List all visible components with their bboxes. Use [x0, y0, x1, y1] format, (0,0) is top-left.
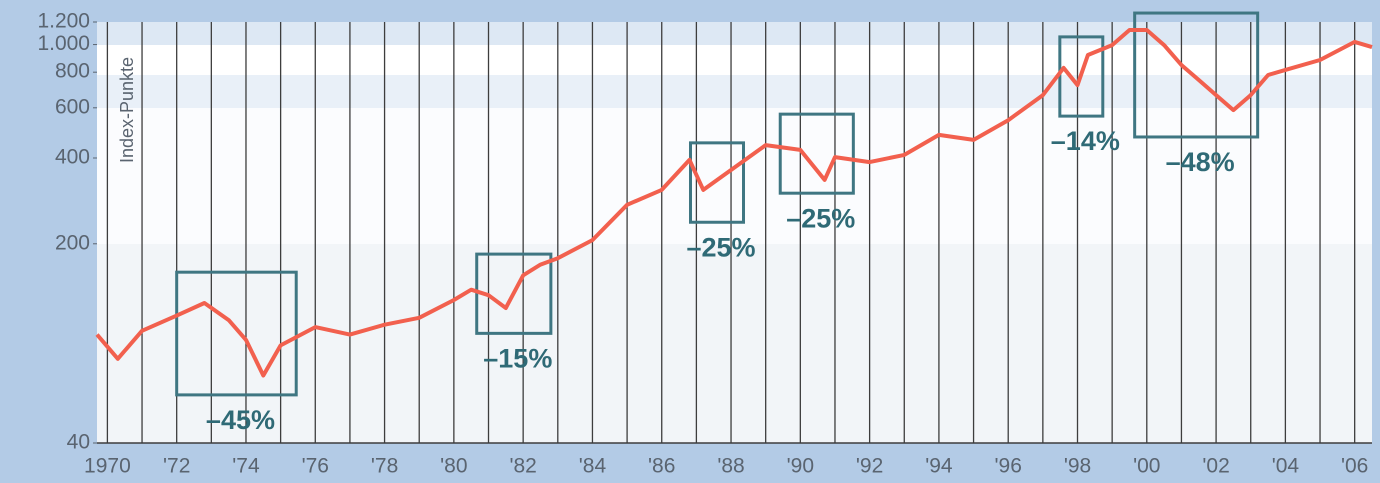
- x-tick-label: '72: [163, 455, 190, 478]
- band: [97, 244, 1372, 443]
- grid: [93, 21, 1372, 444]
- x-tick-label: '74: [232, 455, 260, 478]
- y-tick-label: 1.000: [37, 32, 90, 55]
- x-tick-label: '82: [509, 455, 536, 478]
- band: [97, 45, 1372, 75]
- annotations: [175, 11, 1260, 397]
- drawdown-box: [778, 112, 855, 195]
- x-tick-label: '02: [1202, 455, 1229, 478]
- y-tick-label: 800: [55, 60, 90, 83]
- drawdown-label: –45%: [206, 405, 275, 435]
- drawdown-box: [175, 270, 298, 397]
- y-tick-label: 200: [55, 231, 90, 254]
- y-tick-label: 600: [55, 95, 90, 118]
- x-tick-label: '98: [1064, 455, 1091, 478]
- y-tick-label: 40: [67, 431, 90, 454]
- x-tick-label: '96: [995, 455, 1022, 478]
- drawdown-box: [1133, 11, 1260, 139]
- x-tick-label: '80: [440, 455, 467, 478]
- x-tick-label: '86: [648, 455, 675, 478]
- line: [95, 28, 1373, 378]
- drawdown-label: –48%: [1166, 147, 1235, 177]
- y-tick-label: 400: [55, 146, 90, 169]
- y-axis-label: Index-Punkte: [117, 57, 137, 163]
- x-tick-label: '84: [579, 455, 607, 478]
- x-tick-label: '76: [302, 455, 329, 478]
- band: [97, 75, 1372, 108]
- series: [95, 28, 1373, 378]
- x-tick-label: '94: [925, 455, 953, 478]
- drawdown-label: –15%: [483, 343, 552, 373]
- x-tick-label: '04: [1272, 455, 1300, 478]
- x-tick-label: '00: [1133, 455, 1160, 478]
- x-tick-label: '88: [717, 455, 744, 478]
- x-tick-label: '92: [856, 455, 883, 478]
- x-tick-label: '90: [787, 455, 814, 478]
- drawdown-label: –25%: [786, 203, 855, 233]
- drawdown-label: –14%: [1051, 126, 1120, 156]
- drawdown-label: –25%: [686, 232, 755, 262]
- drawdown-box: [475, 252, 553, 335]
- drawdown-box: [688, 141, 746, 224]
- x-tick-label: 1970: [84, 455, 131, 478]
- x-tick-label: '78: [371, 455, 398, 478]
- drawdown-box: [1058, 35, 1105, 118]
- y-tick-label: 1.200: [37, 10, 90, 33]
- x-tick-label: '06: [1341, 455, 1368, 478]
